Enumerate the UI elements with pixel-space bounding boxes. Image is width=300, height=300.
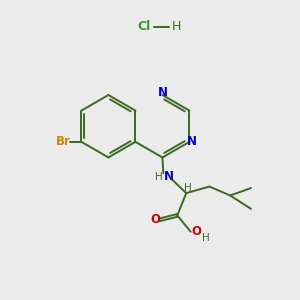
Text: O: O [150, 213, 160, 226]
Text: O: O [191, 225, 201, 238]
Text: H: H [155, 172, 163, 182]
Text: H: H [202, 233, 209, 243]
Text: N: N [158, 86, 167, 99]
Text: H: H [172, 20, 182, 33]
Text: N: N [164, 170, 173, 183]
Text: H: H [184, 183, 191, 193]
Text: Br: Br [56, 135, 71, 148]
Text: N: N [187, 135, 197, 148]
Text: Cl: Cl [137, 20, 151, 33]
